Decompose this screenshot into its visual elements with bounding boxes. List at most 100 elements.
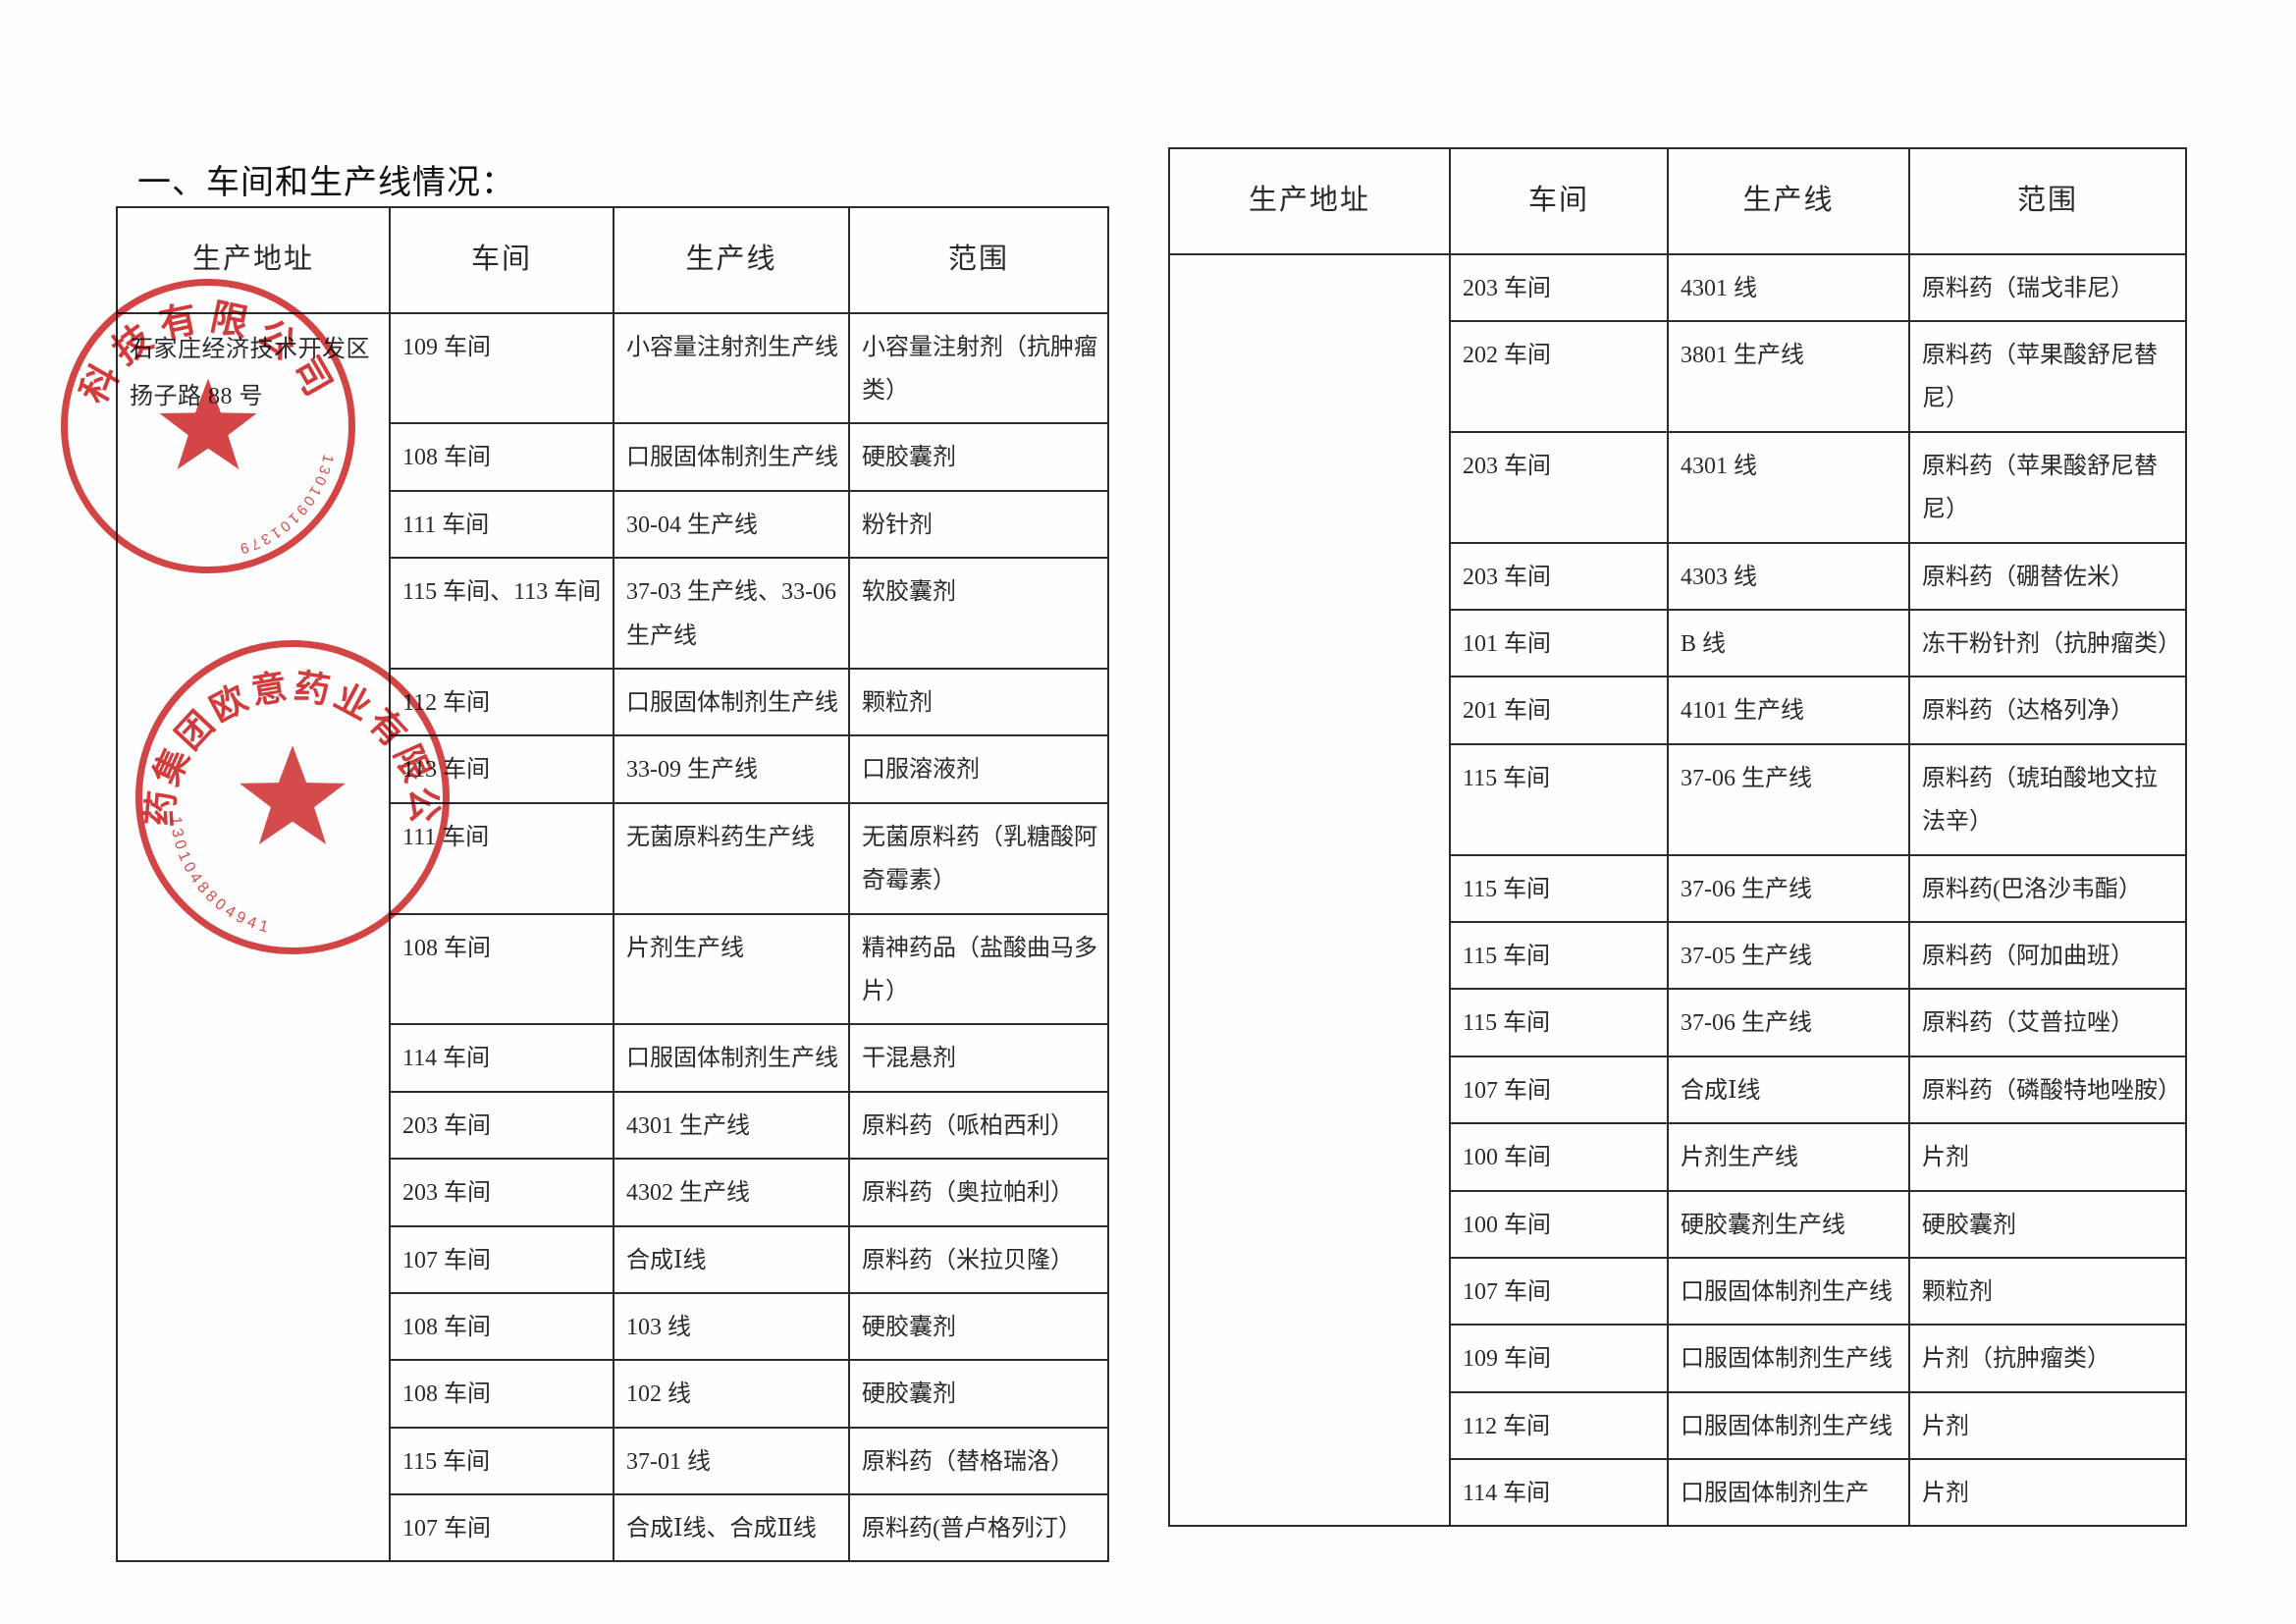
cell-workshop: 115 车间 (1449, 988, 1669, 1057)
cell-workshop: 108 车间 (389, 1291, 614, 1362)
cell-production-address: 石家庄经济技术开发区扬子路 88 号 (116, 311, 391, 1563)
table-row: 203 车间 4302 生产线 原料药（奥拉帕利） (117, 1158, 1109, 1227)
column-header-address: 生产地址 (116, 206, 391, 314)
table-row: 202 车间 3801 生产线 原料药（苹果酸舒尼替尼） (1169, 320, 2187, 433)
cell-scope: 软胶囊剂 (848, 557, 1109, 670)
table-row: 203 车间 4301 生产线 原料药（哌柏西利） (117, 1090, 1109, 1161)
cell-workshop: 100 车间 (1449, 1189, 1669, 1259)
cell-workshop: 111 车间 (389, 801, 614, 915)
cell-production-line: 4303 线 (1667, 541, 1910, 611)
cell-workshop: 114 车间 (389, 1023, 614, 1093)
cell-scope: 硬胶囊剂 (848, 1359, 1109, 1429)
cell-workshop: 202 车间 (1449, 320, 1669, 433)
cell-scope: 原料药（奥拉帕利） (848, 1158, 1109, 1227)
cell-production-line: 102 线 (613, 1359, 850, 1429)
table-row: 114 车间 口服固体制剂生产 片剂 (1169, 1458, 2187, 1528)
cell-workshop: 203 车间 (1449, 541, 1669, 611)
cell-workshop: 201 车间 (1449, 676, 1669, 745)
table-row: 115 车间 37-06 生产线 原料药（琥珀酸地文拉法辛） (1169, 742, 2187, 856)
cell-scope: 原料药（磷酸特地唑胺） (1908, 1055, 2187, 1125)
column-header-address: 生产地址 (1168, 147, 1451, 255)
cell-scope: 原料药（艾普拉唑） (1908, 988, 2187, 1057)
cell-scope: 原料药（哌柏西利） (848, 1090, 1109, 1161)
cell-workshop: 114 车间 (1449, 1458, 1669, 1528)
workshop-table-left: 生产地址 车间 生产线 范围 石家庄经济技术开发区扬子路 88 号 109 车间小… (116, 206, 1109, 1563)
cell-scope: 原料药(巴洛沙韦酯） (1908, 853, 2187, 923)
cell-production-line: B 线 (1667, 608, 1910, 678)
cell-production-line: 37-03 生产线、33-06 生产线 (613, 557, 850, 670)
cell-scope: 冻干粉针剂（抗肿瘤类） (1908, 608, 2187, 678)
cell-scope: 小容量注射剂（抗肿瘤类） (848, 311, 1109, 425)
cell-scope: 原料药（琥珀酸地文拉法辛） (1908, 742, 2187, 856)
table-row: 100 车间 硬胶囊剂生产线 硬胶囊剂 (1169, 1189, 2187, 1259)
cell-scope: 无菌原料药（乳糖酸阿奇霉素） (848, 801, 1109, 915)
table-row: 112 车间 口服固体制剂生产线 片剂 (1169, 1390, 2187, 1461)
table-row: 111 车间 30-04 生产线 粉针剂 (117, 489, 1109, 560)
cell-workshop: 203 车间 (389, 1090, 614, 1161)
cell-workshop: 112 车间 (1449, 1390, 1669, 1461)
cell-production-line: 4302 生产线 (613, 1158, 850, 1227)
table-header-row: 生产地址 车间 生产线 范围 (116, 206, 1109, 314)
section-heading: 一、车间和生产线情况： (137, 165, 515, 201)
column-header-scope: 范围 (848, 206, 1109, 314)
cell-scope: 颗粒剂 (848, 667, 1109, 737)
table-row: 石家庄经济技术开发区扬子路 88 号 109 车间 小容量注射剂生产线 小容量注射剂（… (116, 311, 1109, 1563)
cell-production-line: 合成Ⅰ线 (1667, 1055, 1910, 1125)
cell-production-line: 37-06 生产线 (1667, 988, 1910, 1057)
cell-workshop: 115 车间 (1449, 853, 1669, 923)
cell-scope: 干混悬剂 (848, 1023, 1109, 1093)
table-row: 203 车间 4303 线原料药（硼替佐米） (1169, 541, 2187, 611)
cell-production-line: 口服固体制剂生产线 (1667, 1390, 1910, 1461)
column-header-workshop: 车间 (389, 206, 614, 314)
cell-scope: 片剂 (1908, 1122, 2187, 1192)
table-row: 108 车间 片剂生产线 精神药品（盐酸曲马多片） (117, 912, 1109, 1026)
cell-workshop: 115 车间 (1449, 920, 1669, 991)
table-row: 203 车间 4301 线原料药（瑞戈非尼） (1168, 252, 2187, 1528)
table-row: 108 车间 口服固体制剂生产线 硬胶囊剂 (117, 422, 1109, 492)
cell-scope: 精神药品（盐酸曲马多片） (848, 912, 1109, 1026)
table-row: 109 车间 口服固体制剂生产线 片剂（抗肿瘤类） (1169, 1324, 2187, 1393)
cell-scope: 原料药（米拉贝隆） (848, 1224, 1109, 1294)
cell-scope: 片剂 (1908, 1458, 2187, 1528)
cell-workshop: 115 车间 (1449, 742, 1669, 856)
column-header-scope: 范围 (1908, 147, 2187, 255)
cell-scope: 原料药(普卢格列汀） (848, 1493, 1109, 1563)
cell-production-line: 103 线 (613, 1291, 850, 1362)
cell-scope: 硬胶囊剂 (848, 1291, 1109, 1362)
cell-production-line: 口服固体制剂生产 (1667, 1458, 1910, 1528)
cell-scope: 片剂 (1908, 1390, 2187, 1461)
cell-workshop: 101 车间 (1449, 608, 1669, 678)
table-row: 107 车间 合成Ⅰ线、合成Ⅱ线 原料药(普卢格列汀） (117, 1493, 1109, 1563)
table-row: 107 车间 合成Ⅰ线 原料药（米拉贝隆） (117, 1224, 1109, 1294)
cell-production-line: 硬胶囊剂生产线 (1667, 1189, 1910, 1259)
cell-workshop: 203 车间 (389, 1158, 614, 1227)
cell-production-line: 合成Ⅰ线 (613, 1224, 850, 1294)
cell-workshop: 113 车间 (389, 734, 614, 804)
cell-production-line: 37-06 生产线 (1667, 853, 1910, 923)
cell-scope: 原料药（瑞戈非尼） (1908, 252, 2187, 323)
cell-scope: 原料药（苹果酸舒尼替尼） (1908, 430, 2187, 544)
cell-production-line: 口服固体制剂生产线 (1667, 1324, 1910, 1393)
cell-production-line: 无菌原料药生产线 (613, 801, 850, 915)
cell-production-line: 小容量注射剂生产线 (613, 311, 850, 425)
cell-production-line: 片剂生产线 (613, 912, 850, 1026)
table-row: 201 车间 4101 生产线 原料药（达格列净） (1169, 676, 2187, 745)
cell-scope: 原料药（苹果酸舒尼替尼） (1908, 320, 2187, 433)
cell-workshop: 107 车间 (1449, 1055, 1669, 1125)
cell-workshop: 109 车间 (1449, 1324, 1669, 1393)
cell-workshop: 109 车间 (389, 311, 614, 425)
cell-production-line: 4101 生产线 (1667, 676, 1910, 745)
cell-production-line: 合成Ⅰ线、合成Ⅱ线 (613, 1493, 850, 1563)
cell-workshop: 115 车间、113 车间 (389, 557, 614, 670)
table-row: 203 车间 4301 线原料药（苹果酸舒尼替尼） (1169, 430, 2187, 544)
cell-workshop: 107 车间 (389, 1493, 614, 1563)
table-row: 108 车间 102 线硬胶囊剂 (117, 1359, 1109, 1429)
cell-workshop: 203 车间 (1449, 252, 1669, 323)
cell-workshop: 115 车间 (389, 1426, 614, 1496)
cell-workshop: 108 车间 (389, 422, 614, 492)
table-row: 108 车间 103 线硬胶囊剂 (117, 1291, 1109, 1362)
cell-production-line: 37-05 生产线 (1667, 920, 1910, 991)
table-row: 115 车间、113 车间 37-03 生产线、33-06 生产线 软胶囊剂 (117, 557, 1109, 670)
cell-production-line: 37-06 生产线 (1667, 742, 1910, 856)
